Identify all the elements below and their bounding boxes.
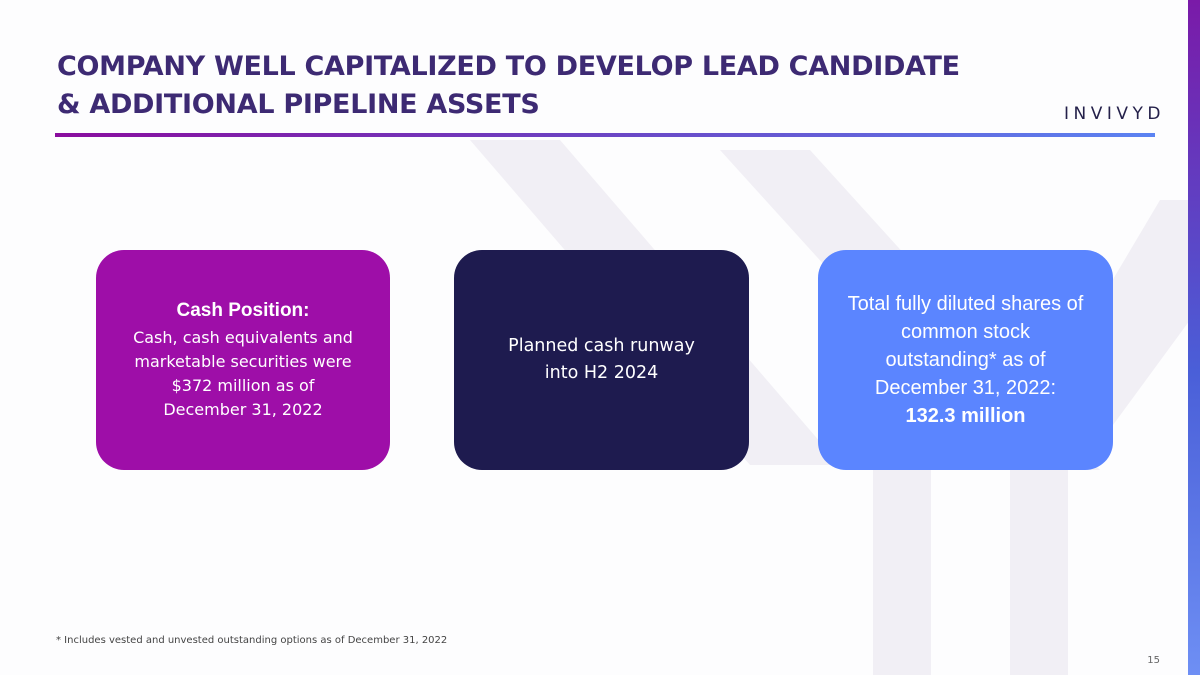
card-line: $372 million as of bbox=[171, 376, 315, 395]
shares-outstanding-card: Total fully diluted shares of common sto… bbox=[818, 250, 1113, 470]
card-line: Planned cash runway bbox=[508, 336, 695, 356]
cash-position-heading: Cash Position: bbox=[176, 300, 310, 321]
card-line: into H2 2024 bbox=[544, 363, 659, 383]
shares-outstanding-text: Total fully diluted shares of common sto… bbox=[848, 290, 1084, 402]
card-line: marketable securities were bbox=[134, 352, 352, 371]
card-line: December 31, 2022 bbox=[163, 400, 323, 419]
card-line: December 31, 2022: bbox=[874, 377, 1057, 399]
title-line-1: COMPANY WELL CAPITALIZED TO DEVELOP LEAD… bbox=[57, 51, 960, 82]
card-line: Cash, cash equivalents and bbox=[133, 328, 353, 347]
footnote: * Includes vested and unvested outstandi… bbox=[56, 635, 448, 646]
invivyd-logo: INVIVYD bbox=[1064, 104, 1165, 124]
title-line-2: & ADDITIONAL PIPELINE ASSETS bbox=[57, 89, 540, 120]
side-accent-bar bbox=[1188, 0, 1200, 675]
shares-outstanding-value: 132.3 million bbox=[905, 405, 1026, 427]
page-number: 15 bbox=[1147, 655, 1160, 666]
cash-runway-card: Planned cash runway into H2 2024 bbox=[454, 250, 749, 470]
card-line: common stock bbox=[901, 321, 1030, 343]
cash-runway-text: Planned cash runway into H2 2024 bbox=[508, 333, 695, 387]
bg-stem-left bbox=[873, 470, 931, 675]
page-title: COMPANY WELL CAPITALIZED TO DEVELOP LEAD… bbox=[57, 48, 1017, 124]
card-line: Total fully diluted shares of bbox=[847, 293, 1084, 315]
card-line: outstanding* as of bbox=[885, 349, 1046, 371]
cash-position-text: Cash, cash equivalents and marketable se… bbox=[133, 326, 353, 422]
bg-stem-right bbox=[1010, 470, 1068, 675]
title-divider bbox=[55, 133, 1155, 137]
cash-position-card: Cash Position: Cash, cash equivalents an… bbox=[96, 250, 390, 470]
